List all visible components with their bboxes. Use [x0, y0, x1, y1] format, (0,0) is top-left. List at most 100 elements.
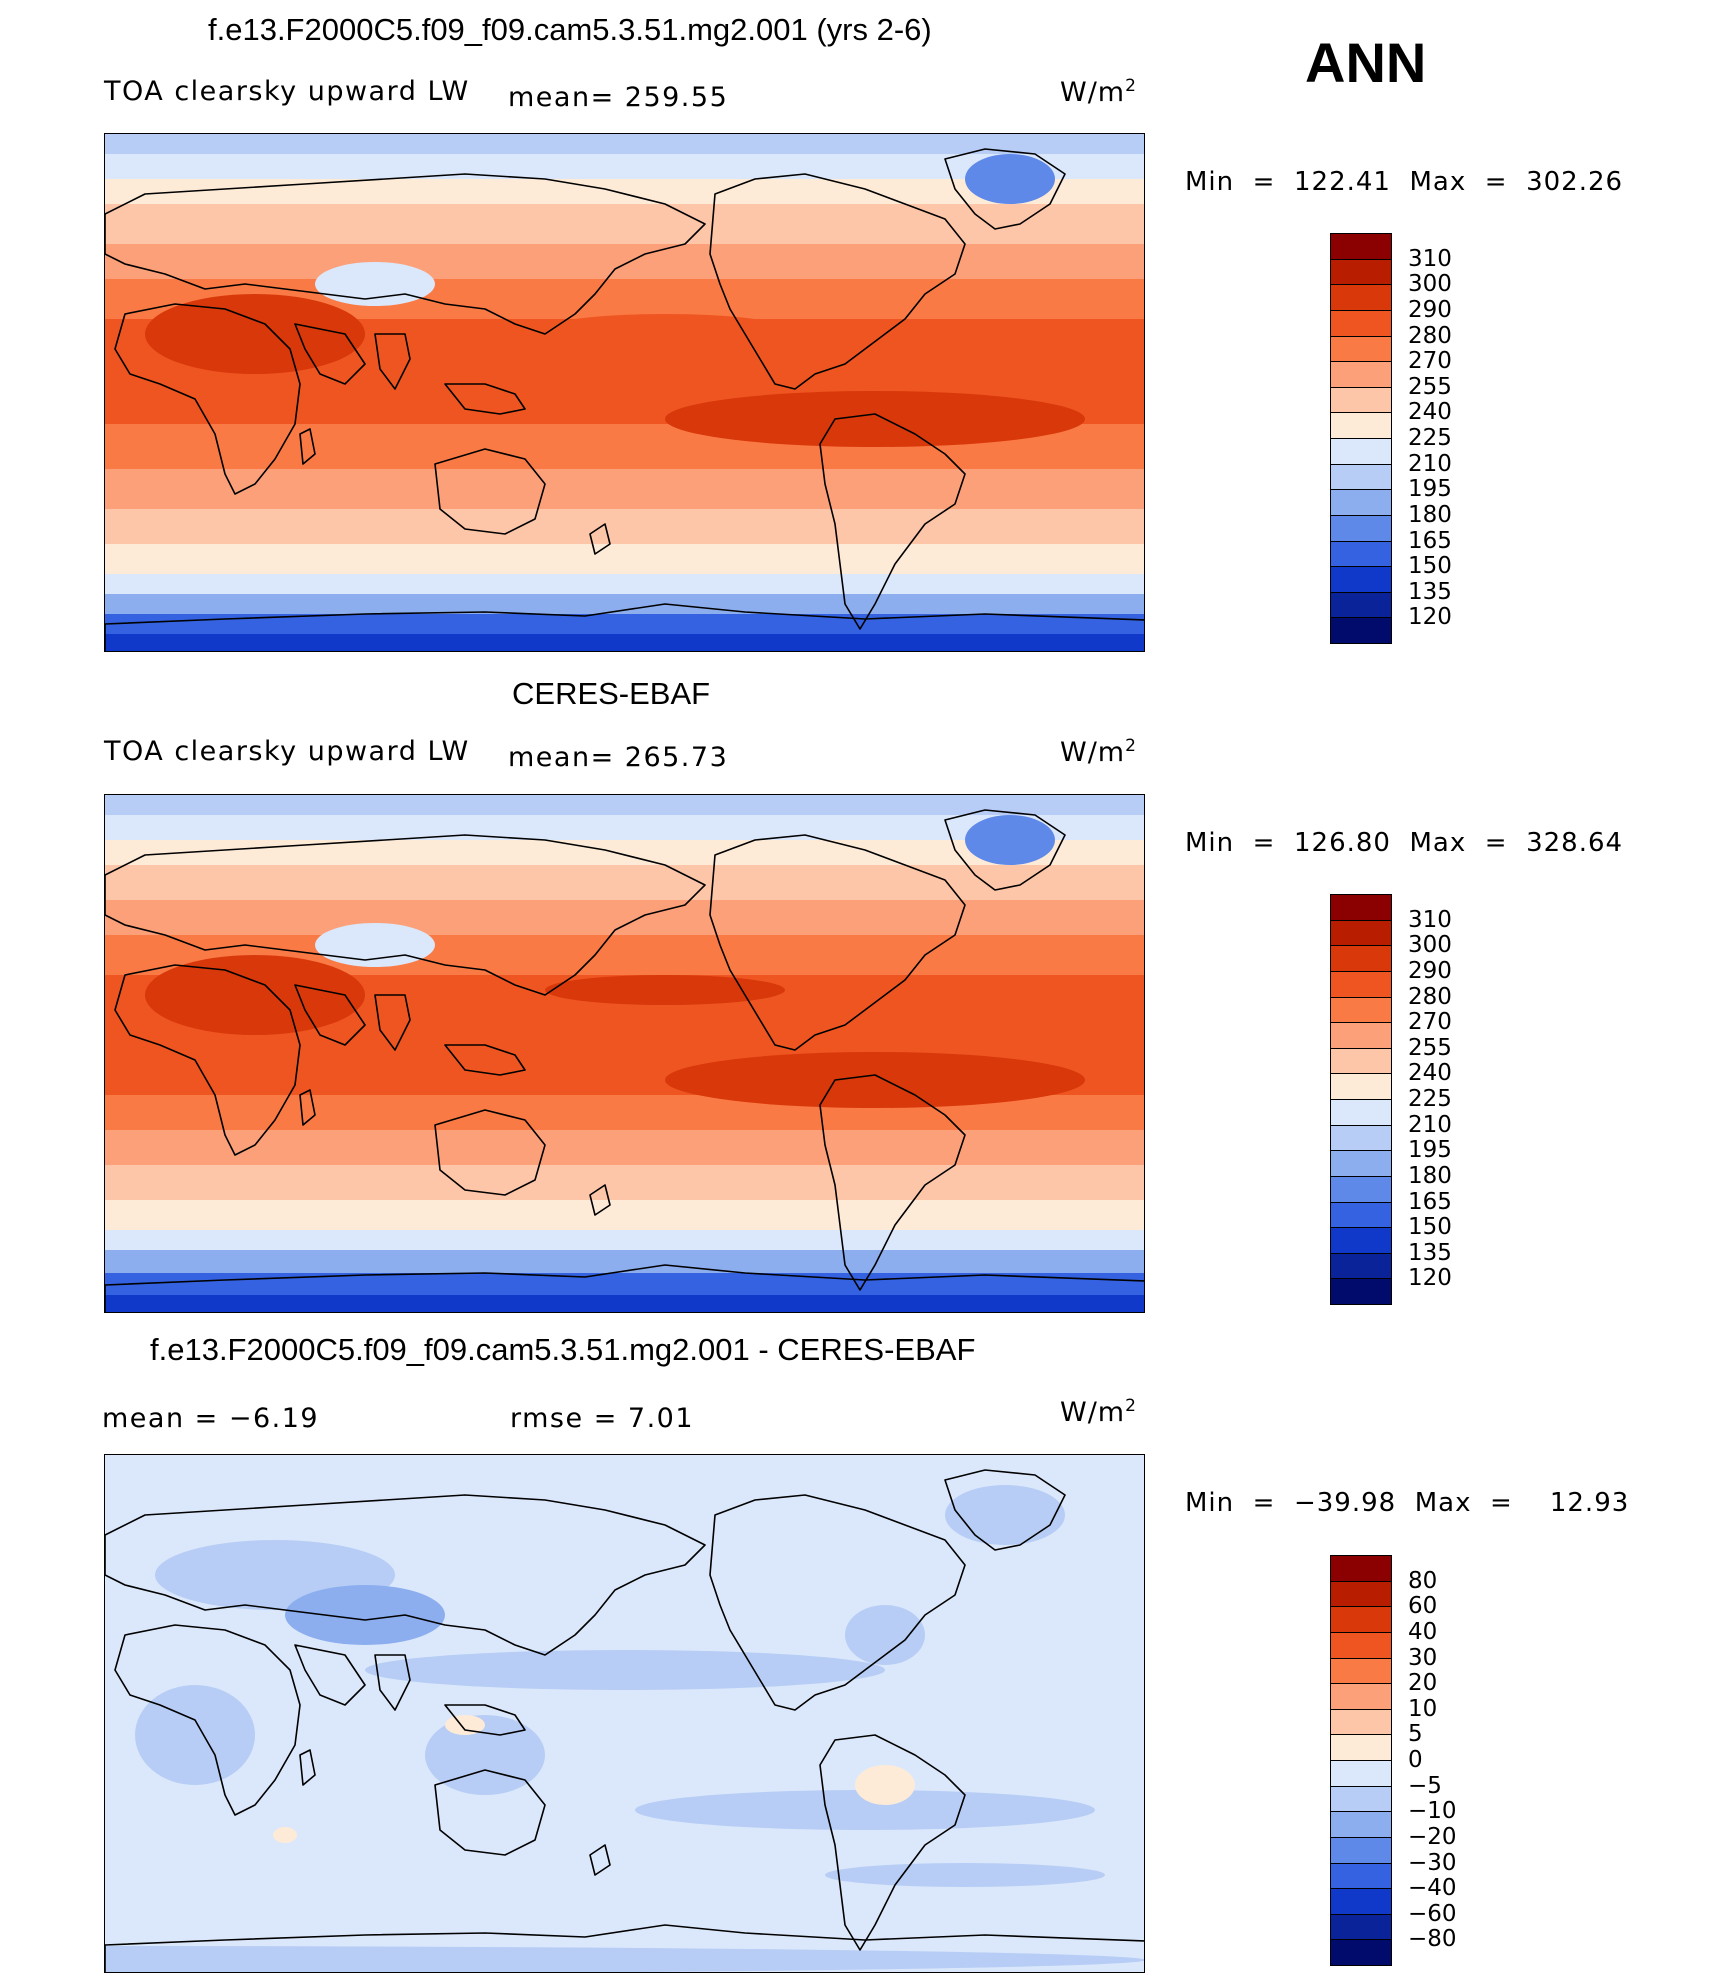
- diff-patch: [285, 1585, 445, 1645]
- diff-patch: [845, 1605, 925, 1665]
- tibet-cold: [315, 262, 435, 306]
- colorbar-swatch: [1330, 1683, 1392, 1710]
- diff-patch: [945, 1485, 1065, 1545]
- colorbar-tick-label: 280: [1408, 983, 1452, 1010]
- colorbar-tick-label: −40: [1408, 1875, 1457, 1902]
- panel-model-units: W/m2: [1060, 76, 1137, 108]
- coastline: [374, 333, 411, 390]
- colorbar-tick-label: 310: [1408, 906, 1452, 933]
- coastline: [105, 834, 706, 996]
- colorbar-tick-label: 135: [1408, 1239, 1452, 1266]
- colorbar-swatch: [1330, 1836, 1392, 1864]
- colorbar-tick-label: 290: [1408, 296, 1452, 323]
- colorbar-swatch: [1330, 894, 1392, 921]
- field-band: [105, 1200, 1144, 1230]
- colorbar-swatch: [1330, 1252, 1392, 1280]
- panel-diff-mean: mean = −6.19: [102, 1403, 320, 1434]
- colorbar-tick-label: 20: [1408, 1670, 1438, 1697]
- panel-obs-title: CERES-EBAF: [512, 676, 711, 711]
- colorbar-tick-label: 165: [1408, 1188, 1452, 1215]
- colorbar-tick-label: 210: [1408, 450, 1452, 477]
- coastline: [105, 603, 1144, 651]
- colorbar-tick-label: 195: [1408, 1137, 1452, 1164]
- colorbar-swatch: [1330, 1099, 1392, 1126]
- colorbar-swatch: [1330, 1657, 1392, 1685]
- diff-field-map: [105, 1455, 1144, 1972]
- colorbar-tick-label: 310: [1408, 245, 1452, 272]
- colorbar-swatch: [1330, 1888, 1392, 1915]
- colorbar-tick-label: −20: [1408, 1823, 1457, 1850]
- colorbar-tick-label: 270: [1408, 1009, 1452, 1036]
- coastline: [589, 1844, 611, 1876]
- diff-positive-patch: [445, 1715, 485, 1735]
- diff-positive-patch: [855, 1765, 915, 1805]
- coastline: [114, 1624, 301, 1816]
- colorbar-swatch: [1330, 1073, 1392, 1100]
- coastline: [944, 809, 1066, 891]
- colorbar-tick-label: 255: [1408, 373, 1452, 400]
- coastline: [444, 383, 526, 415]
- field-band: [105, 1250, 1144, 1273]
- coastline: [434, 1769, 546, 1856]
- colorbar-tick-label: 290: [1408, 957, 1452, 984]
- colorbar-swatch: [1330, 1022, 1392, 1049]
- coastline: [105, 173, 706, 335]
- diff-patch: [365, 1650, 885, 1690]
- diff-patch: [635, 1790, 1095, 1830]
- colorbar-swatch: [1330, 489, 1392, 516]
- colorbar-swatch: [1330, 1631, 1392, 1659]
- colorbar-swatch: [1330, 1708, 1392, 1736]
- warm-patch: [545, 314, 785, 344]
- diff-patch: [425, 1715, 545, 1795]
- coastline: [299, 1089, 316, 1126]
- warm-patch: [545, 975, 785, 1005]
- colorbar-tick-label: 80: [1408, 1567, 1438, 1594]
- colorbar-swatch: [1330, 970, 1392, 998]
- colorbar-tick-label: 135: [1408, 578, 1452, 605]
- coastline: [299, 1749, 316, 1786]
- panel-diff-colorbar: 80 60 40 30 20 10 5 0 −5 −10 −20 −30 −40 −60 −80: [1330, 1555, 1457, 1966]
- colorbar-swatch: [1330, 1606, 1392, 1633]
- sahara-warm: [145, 294, 365, 374]
- panel-diff-title: f.e13.F2000C5.f09_f09.cam5.3.51.mg2.001 …: [150, 1332, 976, 1367]
- colorbar-tick-label: 5: [1408, 1721, 1423, 1748]
- colorbar-swatch: [1330, 258, 1392, 286]
- colorbar-tick-label: 150: [1408, 1214, 1452, 1241]
- colorbar-swatch: [1330, 1555, 1392, 1582]
- coastline: [589, 1184, 611, 1216]
- coastline: [374, 994, 411, 1051]
- colorbar-swatch: [1330, 1227, 1392, 1254]
- colorbar-swatch: [1330, 412, 1392, 439]
- coastline: [444, 1044, 526, 1076]
- coastline: [114, 964, 301, 1156]
- colorbar-swatch: [1330, 463, 1392, 491]
- panel-obs-units: W/m2: [1060, 736, 1137, 768]
- field-band: [105, 795, 1144, 815]
- coastline: [819, 1074, 966, 1291]
- coastline: [434, 448, 546, 535]
- diff-patch: [105, 1946, 1144, 1972]
- panel-model-minmax: Min = 122.41 Max = 302.26: [1185, 167, 1624, 197]
- panel-obs-variable: TOA clearsky upward LW: [104, 736, 470, 767]
- panel-obs-map: [104, 794, 1145, 1313]
- colorbar-tick-label: 300: [1408, 271, 1452, 298]
- colorbar-tick-label: 180: [1408, 501, 1452, 528]
- colorbar-tick-label: 40: [1408, 1618, 1438, 1645]
- coastline: [589, 523, 611, 555]
- field-band: [105, 134, 1144, 154]
- diff-patch: [135, 1685, 255, 1785]
- coastline: [709, 1494, 966, 1711]
- season-label: ANN: [1305, 31, 1427, 94]
- colorbar-tick-label: 30: [1408, 1644, 1438, 1671]
- coastline: [105, 1264, 1144, 1312]
- colorbar-tick-label: −80: [1408, 1926, 1457, 1953]
- panel-diff-units: W/m2: [1060, 1396, 1137, 1428]
- colorbar-swatch: [1330, 1785, 1392, 1813]
- colorbar-swatch: [1330, 1124, 1392, 1152]
- panel-diff-rmse: rmse = 7.01: [510, 1403, 695, 1434]
- coastline: [294, 1644, 366, 1706]
- field-band: [105, 509, 1144, 544]
- colorbar-swatch: [1330, 945, 1392, 972]
- field-band: [105, 574, 1144, 594]
- diff-patch: [825, 1863, 1105, 1887]
